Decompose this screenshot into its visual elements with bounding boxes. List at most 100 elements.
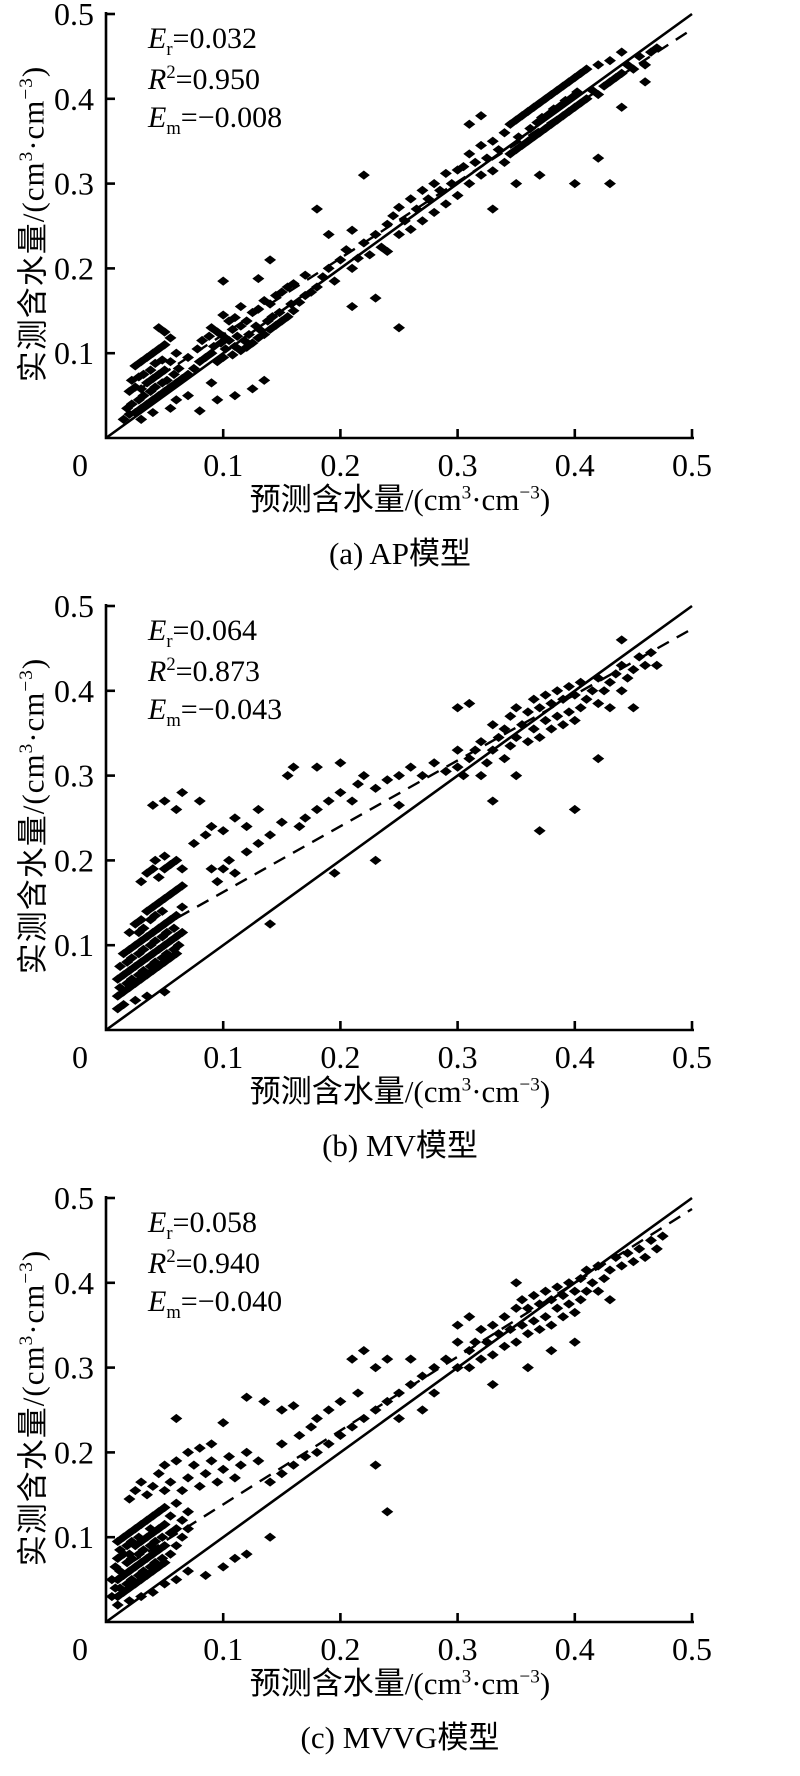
data-point-marker	[217, 310, 230, 320]
data-point-marker	[158, 1541, 171, 1551]
data-point-marker	[639, 60, 652, 70]
data-point-marker	[144, 365, 157, 375]
y-tick-label: 0.4	[54, 673, 94, 709]
data-point-marker	[132, 395, 145, 405]
data-point-marker	[639, 77, 652, 87]
data-point-marker	[281, 771, 294, 781]
data-point-marker	[463, 1346, 476, 1356]
data-point-marker	[404, 1354, 417, 1364]
data-point-marker	[545, 1346, 558, 1356]
data-point-marker	[264, 919, 277, 929]
data-point-marker	[187, 363, 200, 374]
y-tick-label: 0.1	[54, 927, 94, 963]
data-point-marker	[114, 961, 127, 971]
x-tick-label: 0.5	[672, 1631, 712, 1667]
data-point-marker	[273, 307, 286, 318]
data-point-marker	[176, 374, 189, 384]
data-point-marker	[252, 273, 265, 284]
tick-labels: 0.1 0.2 0.3 0.4 0.5 0 0.1 0.2 0.3 0.4 0.5	[54, 1184, 712, 1667]
data-point-marker	[129, 995, 142, 1005]
data-point-marker	[293, 821, 306, 832]
data-point-marker	[533, 1299, 546, 1309]
data-point-marker	[258, 329, 271, 340]
data-point-marker	[310, 282, 323, 292]
data-point-marker	[156, 1553, 169, 1563]
data-point-marker	[132, 372, 145, 382]
data-point-marker	[633, 1244, 646, 1254]
data-point-marker	[223, 855, 236, 865]
data-point-marker	[228, 1553, 241, 1563]
data-point-marker	[158, 893, 171, 904]
data-point-marker	[346, 796, 359, 806]
data-point-marker	[287, 306, 300, 316]
data-point-marker	[539, 690, 552, 700]
data-point-marker	[393, 1413, 405, 1424]
data-point-marker	[144, 1541, 157, 1551]
data-point-marker	[264, 830, 277, 840]
data-point-marker	[498, 754, 511, 764]
x-tick-label: 0.4	[555, 1039, 595, 1075]
data-point-marker	[533, 732, 546, 743]
data-point-marker	[428, 1363, 441, 1373]
data-point-marker	[223, 335, 236, 346]
data-point-marker	[199, 1469, 212, 1479]
data-point-marker	[275, 1469, 288, 1479]
y-tick-label: 0.3	[54, 758, 94, 794]
data-point-marker	[152, 1469, 165, 1479]
data-point-marker	[439, 199, 452, 209]
data-point-marker	[527, 1290, 540, 1301]
data-point-marker	[196, 335, 209, 346]
data-point-marker	[363, 250, 376, 260]
data-point-marker	[217, 826, 230, 836]
x-tick-label: 0	[72, 447, 88, 483]
data-point-marker	[521, 1363, 534, 1373]
data-point-marker	[510, 115, 523, 125]
data-point-marker	[129, 361, 142, 371]
data-point-marker	[603, 1265, 616, 1275]
data-point-marker	[182, 391, 195, 401]
data-point-marker	[451, 190, 464, 201]
x-tick-label: 0.2	[320, 1631, 360, 1667]
data-point-marker	[639, 660, 652, 670]
data-point-marker	[141, 991, 154, 1001]
data-point-marker	[398, 216, 411, 226]
data-point-marker	[469, 157, 482, 167]
data-point-marker	[137, 923, 150, 933]
data-point-marker	[533, 703, 546, 713]
data-point-marker	[492, 1329, 505, 1339]
data-point-marker	[123, 1494, 136, 1504]
data-point-marker	[135, 957, 148, 967]
data-point-marker	[498, 128, 511, 138]
data-point-marker	[357, 1346, 370, 1356]
data-point-marker	[182, 1473, 195, 1483]
data-point-marker	[129, 1541, 142, 1551]
data-point-marker	[117, 949, 130, 959]
data-point-marker	[176, 787, 189, 798]
data-point-marker	[475, 771, 488, 781]
data-point-marker	[428, 1388, 441, 1398]
data-point-marker	[170, 1498, 183, 1508]
data-point-marker	[146, 800, 159, 810]
data-point-marker	[137, 369, 150, 379]
data-point-marker	[152, 944, 165, 955]
data-point-marker	[146, 395, 159, 405]
data-point-marker	[123, 1583, 136, 1593]
data-point-marker	[393, 323, 405, 333]
tick-labels: 0.1 0.2 0.3 0.4 0.5 0 0.1 0.2 0.3 0.4 0.5	[54, 0, 712, 483]
data-point-marker	[322, 229, 335, 240]
data-point-marker	[480, 758, 493, 768]
data-point-marker	[152, 961, 165, 971]
data-point-marker	[486, 166, 499, 176]
data-point-marker	[580, 1286, 593, 1296]
data-point-marker	[586, 686, 599, 696]
data-point-marker	[217, 864, 230, 874]
data-point-marker	[551, 1282, 564, 1292]
data-point-marker	[551, 711, 564, 721]
x-tick-label: 0.5	[672, 1039, 712, 1075]
data-point-marker	[562, 707, 575, 717]
data-point-marker	[463, 149, 476, 159]
data-point-marker	[242, 329, 255, 340]
data-point-marker	[416, 1405, 429, 1415]
data-point-marker	[334, 255, 347, 265]
x-axis-label: 预测含水量/(cm3·cm−3)	[249, 482, 551, 517]
